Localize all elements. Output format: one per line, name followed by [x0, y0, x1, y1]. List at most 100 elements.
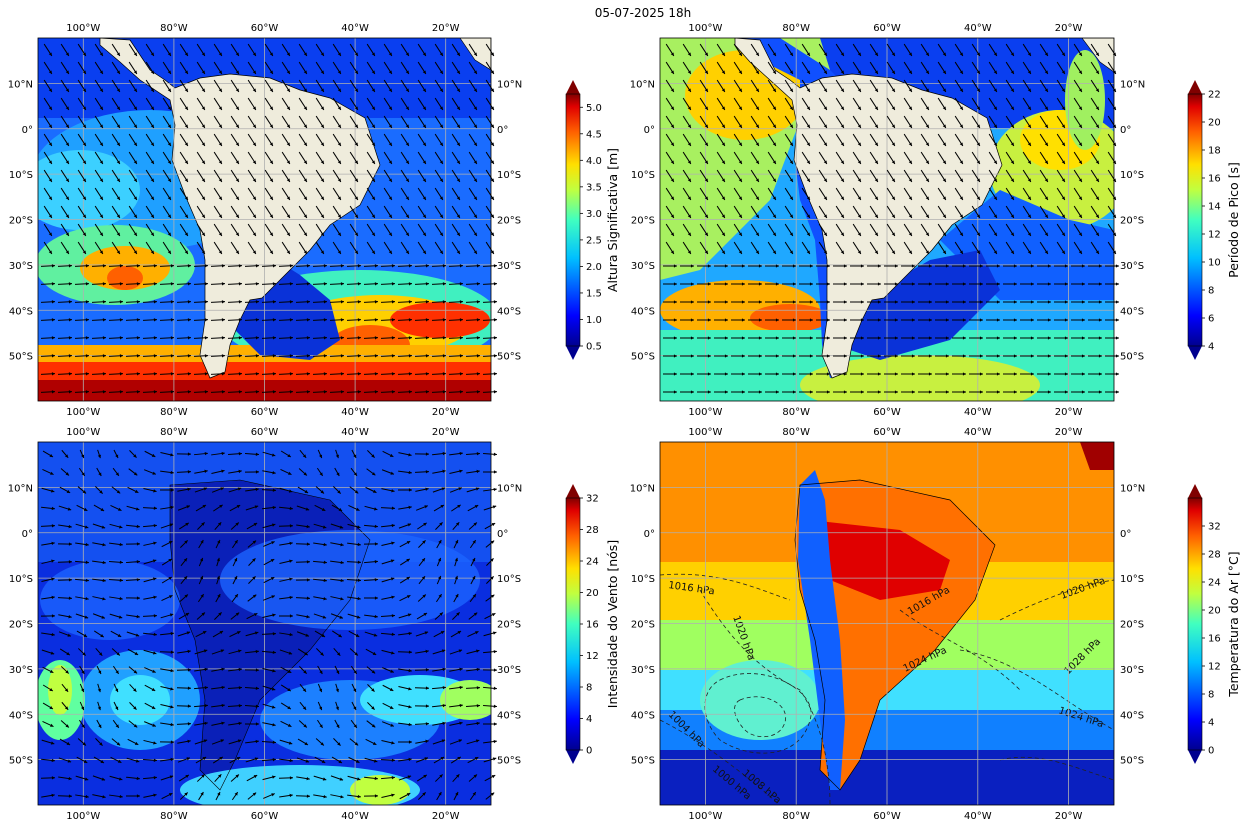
direction-arrow-head [877, 300, 881, 304]
direction-arrow-head [136, 390, 140, 394]
direction-arrow-head [1027, 70, 1031, 74]
direction-arrow-head [1047, 372, 1051, 376]
direction-arrow-head [51, 541, 55, 546]
direction-arrow-head [354, 52, 358, 56]
direction-arrow-head [772, 124, 776, 128]
direction-arrow-head [425, 739, 429, 743]
direction-arrow-head [741, 390, 745, 394]
direction-arrow-head [100, 634, 104, 638]
direction-arrow-head [442, 703, 446, 708]
direction-arrow-head [323, 336, 327, 340]
direction-arrow-head [82, 232, 86, 236]
direction-arrow-head [48, 250, 52, 254]
direction-arrow-head [338, 634, 342, 638]
colorbar-tick-label: 16 [1208, 634, 1221, 645]
direction-arrow-head [439, 214, 443, 218]
colorbar-tick-label: 16 [586, 620, 599, 631]
direction-arrow-head [408, 336, 412, 340]
direction-arrow-head [289, 577, 293, 581]
direction-arrow-head [136, 560, 140, 564]
direction-arrow-head [475, 631, 479, 635]
direction-arrow-head [272, 471, 276, 475]
direction-arrow-head [116, 52, 120, 56]
direction-arrow-head [928, 264, 932, 268]
direction-arrow-head [1061, 250, 1065, 254]
direction-arrow-head [456, 178, 460, 182]
direction-arrow-head [217, 791, 221, 796]
direction-arrow-head [707, 390, 711, 394]
direction-arrow-head [289, 282, 293, 286]
direction-arrow-head [357, 542, 361, 547]
direction-arrow-head [252, 576, 256, 580]
direction-arrow-head [167, 142, 171, 146]
direction-arrow-head [687, 124, 691, 128]
direction-arrow-head [252, 106, 256, 110]
direction-arrow-head [670, 196, 674, 200]
direction-arrow-head [201, 214, 205, 218]
direction-arrow-head [996, 336, 1000, 340]
direction-arrow-head [65, 724, 69, 728]
lon-tick-label-bottom: 20°W [432, 407, 460, 418]
direction-arrow-head [118, 507, 122, 511]
direction-arrow-head [252, 232, 256, 236]
direction-arrow-head [704, 124, 708, 128]
direction-arrow-head [775, 264, 779, 268]
direction-arrow-head [772, 178, 776, 182]
direction-arrow-head [304, 652, 308, 656]
direction-arrow-head [775, 390, 779, 394]
direction-arrow-head [704, 250, 708, 254]
direction-arrow-head [439, 612, 443, 616]
direction-arrow-head [183, 576, 188, 580]
direction-arrow-head [690, 354, 694, 358]
lon-tick-label-top: 80°W [782, 23, 810, 34]
direction-arrow-head [996, 372, 1000, 376]
direction-arrow-head [67, 507, 72, 511]
direction-arrow-head [472, 575, 476, 580]
direction-arrow-head [272, 354, 276, 358]
direction-arrow-head [942, 178, 946, 182]
direction-arrow-head [996, 390, 1000, 394]
direction-arrow-head [891, 214, 895, 218]
direction-arrow-head [271, 595, 275, 599]
direction-arrow-head [187, 318, 191, 322]
direction-arrow-head [1010, 178, 1014, 182]
direction-arrow-head [374, 578, 378, 582]
lat-tick-label-left: 10°N [8, 483, 33, 494]
direction-arrow-head [323, 318, 327, 322]
direction-arrow-head [200, 575, 204, 580]
direction-arrow-head [1027, 178, 1031, 182]
direction-arrow-head [390, 471, 394, 475]
direction-arrow-head [405, 196, 409, 200]
direction-arrow-head [98, 670, 102, 675]
direction-arrow-head [1081, 282, 1085, 286]
direction-arrow-head [64, 688, 69, 692]
direction-arrow-head [724, 336, 728, 340]
direction-arrow-head [976, 214, 980, 218]
direction-arrow-head [252, 594, 257, 598]
direction-arrow-head [755, 106, 759, 110]
colorbar-tick-label: 1.0 [586, 315, 602, 326]
direction-arrow-head [235, 160, 239, 164]
direction-arrow-head [255, 336, 259, 340]
direction-arrow-head [738, 196, 742, 200]
direction-arrow-head [809, 336, 813, 340]
direction-arrow-head [255, 704, 259, 708]
direction-arrow-head [371, 142, 375, 146]
direction-arrow-head [102, 282, 106, 286]
direction-arrow-head [357, 372, 361, 376]
direction-arrow-head [374, 507, 378, 511]
direction-arrow-head [1098, 372, 1102, 376]
direction-arrow-head [286, 88, 290, 92]
direction-arrow-head [758, 372, 762, 376]
direction-arrow-head [136, 614, 140, 619]
direction-arrow-head [201, 178, 205, 182]
direction-arrow-head [219, 756, 223, 761]
direction-arrow-head [425, 704, 429, 708]
direction-arrow-head [408, 318, 412, 322]
direction-arrow-head [1061, 52, 1065, 56]
direction-arrow-head [269, 178, 273, 182]
direction-arrow-head [115, 454, 119, 459]
direction-arrow-head [911, 264, 915, 268]
direction-arrow-head [945, 282, 949, 286]
direction-arrow-head [840, 232, 844, 236]
